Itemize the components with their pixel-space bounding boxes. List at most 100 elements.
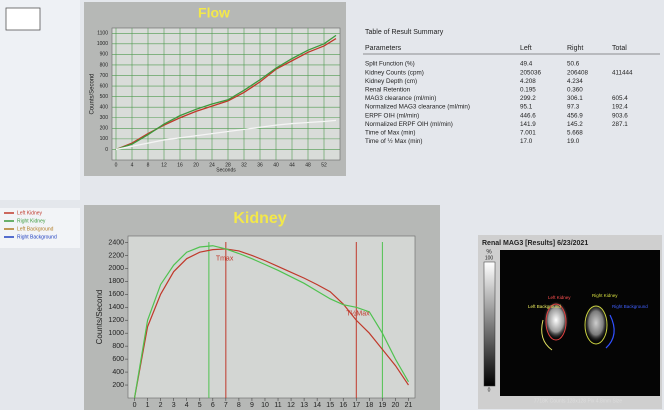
x-tick-label: 6 bbox=[211, 402, 215, 409]
table-cell: Renal Retention bbox=[365, 86, 411, 93]
x-tick-label: 8 bbox=[237, 402, 241, 409]
table-cell: 97.3 bbox=[567, 104, 580, 111]
x-tick-label: 5 bbox=[198, 402, 202, 409]
x-tick-label: 7 bbox=[224, 402, 228, 409]
x-tick-label: 20 bbox=[392, 402, 400, 409]
table-cell: 192.4 bbox=[612, 104, 628, 111]
x-tick-label: 15 bbox=[326, 402, 334, 409]
table-header: Parameters bbox=[365, 45, 402, 52]
x-tick-label: 3 bbox=[172, 402, 176, 409]
y-tick-label: 200 bbox=[112, 382, 124, 389]
x-tick-label: 20 bbox=[193, 162, 199, 168]
y-tick-label: 2200 bbox=[108, 252, 124, 259]
x-axis-label: Seconds bbox=[216, 167, 236, 173]
table-cell: 4.208 bbox=[520, 78, 536, 85]
table-cell: ERPF OIH (ml/min) bbox=[365, 112, 419, 119]
table-header: Total bbox=[612, 45, 627, 52]
kidney-blob bbox=[584, 305, 608, 345]
table-cell: 205036 bbox=[520, 69, 542, 76]
y-tick-label: 600 bbox=[112, 356, 124, 363]
y-tick-label: 1400 bbox=[108, 304, 124, 311]
legend-label: Right Background bbox=[17, 234, 57, 240]
chart-title: Kidney bbox=[233, 210, 286, 227]
table-cell: 287.1 bbox=[612, 121, 628, 128]
table-cell: MAG3 clearance (ml/min) bbox=[365, 95, 436, 102]
table-cell: Normalized ERPF OIH (ml/min) bbox=[365, 121, 453, 128]
x-tick-label: 18 bbox=[365, 402, 373, 409]
table-cell: Kidney Depth (cm) bbox=[365, 78, 417, 85]
annotation: T½Max bbox=[346, 310, 370, 318]
table-cell: 4.234 bbox=[567, 78, 583, 85]
table-cell: 0.195 bbox=[520, 86, 536, 93]
y-tick-label: 900 bbox=[100, 52, 109, 58]
y-tick-label: 400 bbox=[100, 105, 109, 111]
plot-area bbox=[112, 28, 340, 160]
x-tick-label: 12 bbox=[161, 162, 167, 168]
scale-max: 100 bbox=[485, 255, 494, 261]
table-cell: 306.1 bbox=[567, 95, 583, 102]
roi-label: Left Kidney bbox=[548, 295, 571, 300]
y-tick-label: 1000 bbox=[97, 41, 108, 47]
table-title: Table of Result Summary bbox=[365, 29, 444, 36]
table-cell: Time of Max (min) bbox=[365, 129, 416, 136]
x-tick-label: 9 bbox=[250, 402, 254, 409]
y-tick-label: 1000 bbox=[108, 330, 124, 337]
x-tick-label: 2 bbox=[159, 402, 163, 409]
table-cell: 5.668 bbox=[567, 129, 583, 136]
x-tick-label: 16 bbox=[339, 402, 347, 409]
table-cell: 411444 bbox=[612, 69, 633, 76]
table-cell: 50.6 bbox=[567, 61, 580, 68]
x-tick-label: 10 bbox=[261, 402, 269, 409]
y-tick-label: 800 bbox=[112, 343, 124, 350]
table-cell: 7.001 bbox=[520, 129, 536, 136]
legend-label: Left Background bbox=[17, 226, 54, 232]
table-cell: 605.4 bbox=[612, 95, 628, 102]
x-tick-label: 32 bbox=[241, 162, 247, 168]
x-tick-label: 0 bbox=[133, 402, 137, 409]
y-tick-label: 800 bbox=[100, 62, 109, 68]
table-cell: 17.0 bbox=[520, 138, 533, 145]
table-cell: 145.2 bbox=[567, 121, 583, 128]
y-tick-label: 700 bbox=[100, 73, 109, 79]
table-cell: 446.6 bbox=[520, 112, 536, 119]
y-tick-label: 200 bbox=[100, 126, 109, 132]
annotation: Tmax bbox=[216, 256, 234, 263]
x-tick-label: 16 bbox=[177, 162, 183, 168]
table-cell: 456.9 bbox=[567, 112, 583, 119]
table-cell: 206408 bbox=[567, 69, 589, 76]
x-tick-label: 17 bbox=[352, 402, 360, 409]
x-tick-label: 21 bbox=[405, 402, 413, 409]
logo-icon[interactable] bbox=[6, 8, 40, 30]
chart-title: Flow bbox=[198, 5, 230, 21]
x-tick-label: 48 bbox=[305, 162, 311, 168]
scale-min: 0 bbox=[488, 387, 491, 393]
table-cell: Kidney Counts (cpm) bbox=[365, 69, 424, 76]
table-header: Right bbox=[567, 45, 583, 52]
table-cell: Split Function (%) bbox=[365, 61, 415, 68]
roi-label: Left Background bbox=[528, 304, 561, 309]
table-cell: 141.9 bbox=[520, 121, 536, 128]
y-tick-label: 1200 bbox=[108, 317, 124, 324]
x-tick-label: 14 bbox=[313, 402, 321, 409]
x-tick-label: 44 bbox=[289, 162, 295, 168]
y-axis-label: Counts/Second bbox=[95, 290, 104, 345]
y-tick-label: 1100 bbox=[97, 31, 108, 37]
x-tick-label: 4 bbox=[185, 402, 189, 409]
x-tick-label: 4 bbox=[131, 162, 134, 168]
y-tick-label: 2400 bbox=[108, 239, 124, 246]
table-cell: 903.6 bbox=[612, 112, 628, 119]
legend-label: Left Kidney bbox=[17, 210, 43, 216]
y-tick-label: 2000 bbox=[108, 265, 124, 272]
x-tick-label: 52 bbox=[321, 162, 327, 168]
x-tick-label: 36 bbox=[257, 162, 263, 168]
y-tick-label: 100 bbox=[100, 136, 109, 142]
legend-label: Right Kidney bbox=[17, 218, 46, 224]
x-tick-label: 11 bbox=[274, 402, 281, 409]
renal-image bbox=[500, 250, 660, 396]
x-tick-label: 12 bbox=[287, 402, 295, 409]
roi-label: Right Kidney bbox=[592, 293, 618, 298]
screen: Flow010020030040050060070080090010001100… bbox=[0, 0, 664, 410]
roi-label: Right Background bbox=[612, 304, 648, 309]
y-tick-label: 0 bbox=[105, 147, 108, 153]
table-cell: 19.0 bbox=[567, 138, 580, 145]
